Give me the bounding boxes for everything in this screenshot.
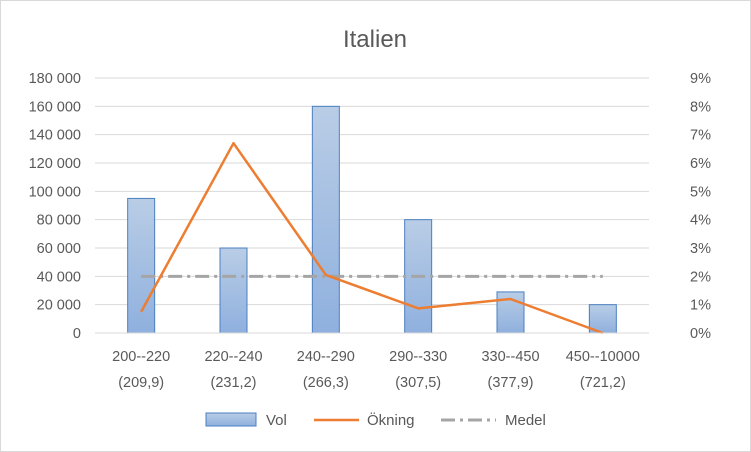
right-tick-label: 5%	[690, 184, 711, 200]
right-tick-label: 2%	[690, 269, 711, 285]
right-tick-label: 1%	[690, 298, 711, 314]
legend-swatch-vol	[205, 412, 257, 427]
bar-series-vol	[127, 105, 617, 334]
left-tick-label: 20 000	[37, 298, 81, 314]
okning-line	[140, 141, 604, 335]
right-tick-label: 8%	[690, 99, 711, 115]
category-sublabel: (231,2)	[211, 375, 257, 391]
category-sublabel: (266,3)	[303, 375, 349, 391]
right-tick-label: 4%	[690, 213, 711, 229]
left-axis: 0 20 000 40 000 60 000 80 000 100 000 120 000 1…	[29, 71, 81, 342]
left-tick-label: 60 000	[37, 241, 81, 257]
legend-label-medel: Medel	[505, 412, 546, 429]
right-tick-label: 7%	[690, 128, 711, 144]
left-tick-label: 140 000	[29, 128, 81, 144]
legend: Vol Ökning Medel	[205, 411, 546, 429]
bar	[311, 105, 340, 334]
left-tick-label: 40 000	[37, 269, 81, 285]
category-sublabel: (377,9)	[488, 375, 534, 391]
category-sublabel: (209,9)	[118, 375, 164, 391]
left-tick-label: 180 000	[29, 71, 81, 87]
left-tick-label: 0	[73, 326, 81, 342]
category-label: 330--450	[481, 349, 539, 365]
category-label: 240--290	[297, 349, 355, 365]
right-tick-label: 9%	[690, 71, 711, 87]
legend-label-okning: Ökning	[367, 411, 415, 429]
category-label: 290--330	[389, 349, 447, 365]
chart-title: Italien	[343, 26, 407, 53]
left-tick-label: 160 000	[29, 99, 81, 115]
category-label: 220--240	[204, 349, 262, 365]
right-tick-label: 6%	[690, 156, 711, 172]
left-tick-label: 80 000	[37, 213, 81, 229]
bar	[219, 247, 248, 334]
category-label: 450--10000	[566, 349, 640, 365]
category-sublabel: (721,2)	[580, 375, 626, 391]
right-tick-label: 0%	[690, 326, 711, 342]
category-label: 200--220	[112, 349, 170, 365]
x-axis: 200--220 (209,9) 220--240 (231,2) 240--290 (2…	[95, 332, 649, 391]
category-sublabel: (307,5)	[395, 375, 441, 391]
left-tick-label: 100 000	[29, 184, 81, 200]
gridlines	[95, 77, 649, 306]
left-tick-label: 120 000	[29, 156, 81, 172]
bar	[127, 197, 156, 334]
right-tick-label: 3%	[690, 241, 711, 257]
right-axis: 0% 1% 2% 3% 4% 5% 6% 7% 8% 9%	[690, 71, 711, 342]
legend-label-vol: Vol	[266, 412, 287, 429]
